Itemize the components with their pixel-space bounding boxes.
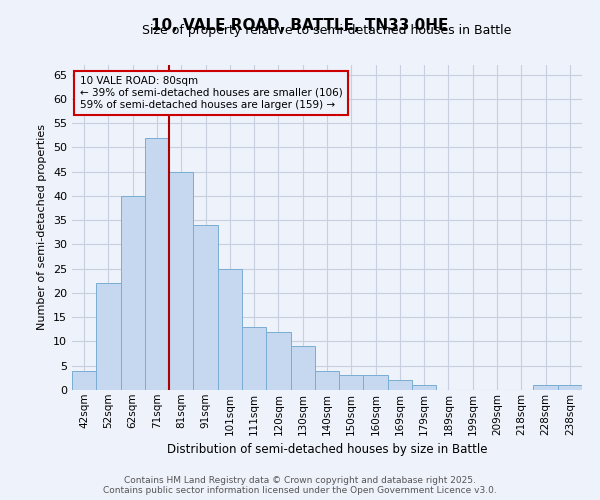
Bar <box>290 346 315 390</box>
X-axis label: Distribution of semi-detached houses by size in Battle: Distribution of semi-detached houses by … <box>167 443 487 456</box>
Bar <box>242 327 266 390</box>
Text: 10, VALE ROAD, BATTLE, TN33 0HE: 10, VALE ROAD, BATTLE, TN33 0HE <box>151 18 449 32</box>
Bar <box>121 196 145 390</box>
Bar <box>412 385 436 390</box>
Bar <box>72 370 96 390</box>
Bar <box>145 138 169 390</box>
Bar <box>193 225 218 390</box>
Bar <box>364 376 388 390</box>
Bar <box>558 385 582 390</box>
Bar <box>169 172 193 390</box>
Bar <box>96 284 121 390</box>
Text: 10 VALE ROAD: 80sqm
← 39% of semi-detached houses are smaller (106)
59% of semi-: 10 VALE ROAD: 80sqm ← 39% of semi-detach… <box>80 76 343 110</box>
Bar <box>315 370 339 390</box>
Bar <box>266 332 290 390</box>
Bar <box>533 385 558 390</box>
Bar <box>388 380 412 390</box>
Bar <box>339 376 364 390</box>
Title: Size of property relative to semi-detached houses in Battle: Size of property relative to semi-detach… <box>142 24 512 38</box>
Bar <box>218 268 242 390</box>
Y-axis label: Number of semi-detached properties: Number of semi-detached properties <box>37 124 47 330</box>
Text: Contains HM Land Registry data © Crown copyright and database right 2025.
Contai: Contains HM Land Registry data © Crown c… <box>103 476 497 495</box>
